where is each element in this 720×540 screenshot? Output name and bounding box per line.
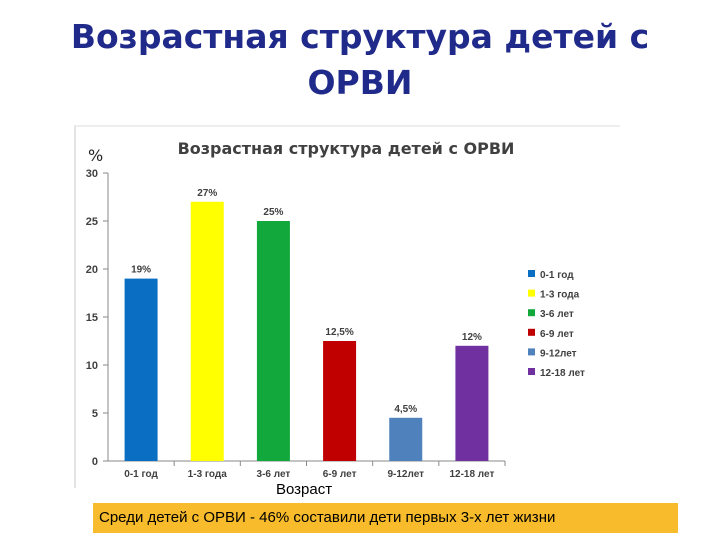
- legend-swatch: [528, 270, 535, 277]
- x-axis-caption: Возраст: [276, 481, 333, 498]
- x-tick-label: 9-12лет: [387, 469, 424, 480]
- y-tick-label: 0: [92, 456, 98, 468]
- x-tick-label: 0-1 год: [124, 469, 158, 480]
- bar: [124, 278, 158, 461]
- legend-label: 1-3 года: [540, 290, 580, 301]
- slide-title-line2: ОРВИ: [307, 63, 413, 102]
- bar-data-label: 12,5%: [325, 327, 353, 338]
- bar-data-label: 4,5%: [394, 404, 417, 415]
- legend-swatch: [528, 309, 535, 317]
- bar-data-label: 25%: [263, 207, 283, 218]
- legend-label: 6-9 лет: [540, 329, 574, 340]
- y-tick-label: 15: [86, 312, 98, 324]
- legend-label: 0-1 год: [540, 270, 574, 281]
- legend-swatch: [528, 368, 535, 375]
- y-tick-label: 10: [86, 360, 98, 372]
- summary-note: Среди детей с ОРВИ - 46% составили дети …: [93, 503, 678, 533]
- bar-data-label: 27%: [197, 188, 217, 199]
- bar: [190, 201, 224, 462]
- x-tick-label: 3-6 лет: [257, 469, 291, 480]
- bar-data-label: 12%: [462, 332, 482, 343]
- y-tick-label: 5: [92, 408, 98, 420]
- y-tick-label: 20: [86, 264, 98, 276]
- y-axis-unit-label: %: [88, 146, 104, 165]
- x-tick-label: 12-18 лет: [449, 469, 494, 480]
- legend-label: 9-12лет: [540, 348, 577, 359]
- bar: [256, 221, 290, 461]
- legend-swatch: [528, 289, 535, 297]
- legend-label: 3-6 лет: [540, 309, 574, 320]
- bar: [323, 341, 357, 461]
- chart-title: Возрастная структура детей с ОРВИ: [178, 139, 515, 158]
- legend-label: 12-18 лет: [540, 368, 585, 379]
- bar-data-label: 19%: [131, 265, 151, 276]
- bar: [455, 345, 489, 461]
- slide-title: Возрастная структура детей с ОРВИ: [0, 14, 720, 106]
- slide-title-line1: Возрастная структура детей с: [70, 17, 650, 56]
- y-tick-label: 30: [86, 168, 98, 180]
- bar: [389, 417, 423, 461]
- x-tick-label: 6-9 лет: [323, 469, 357, 480]
- legend-swatch: [528, 348, 535, 356]
- y-tick-label: 25: [86, 216, 98, 228]
- x-tick-label: 1-3 года: [188, 469, 228, 480]
- legend-swatch: [528, 328, 535, 336]
